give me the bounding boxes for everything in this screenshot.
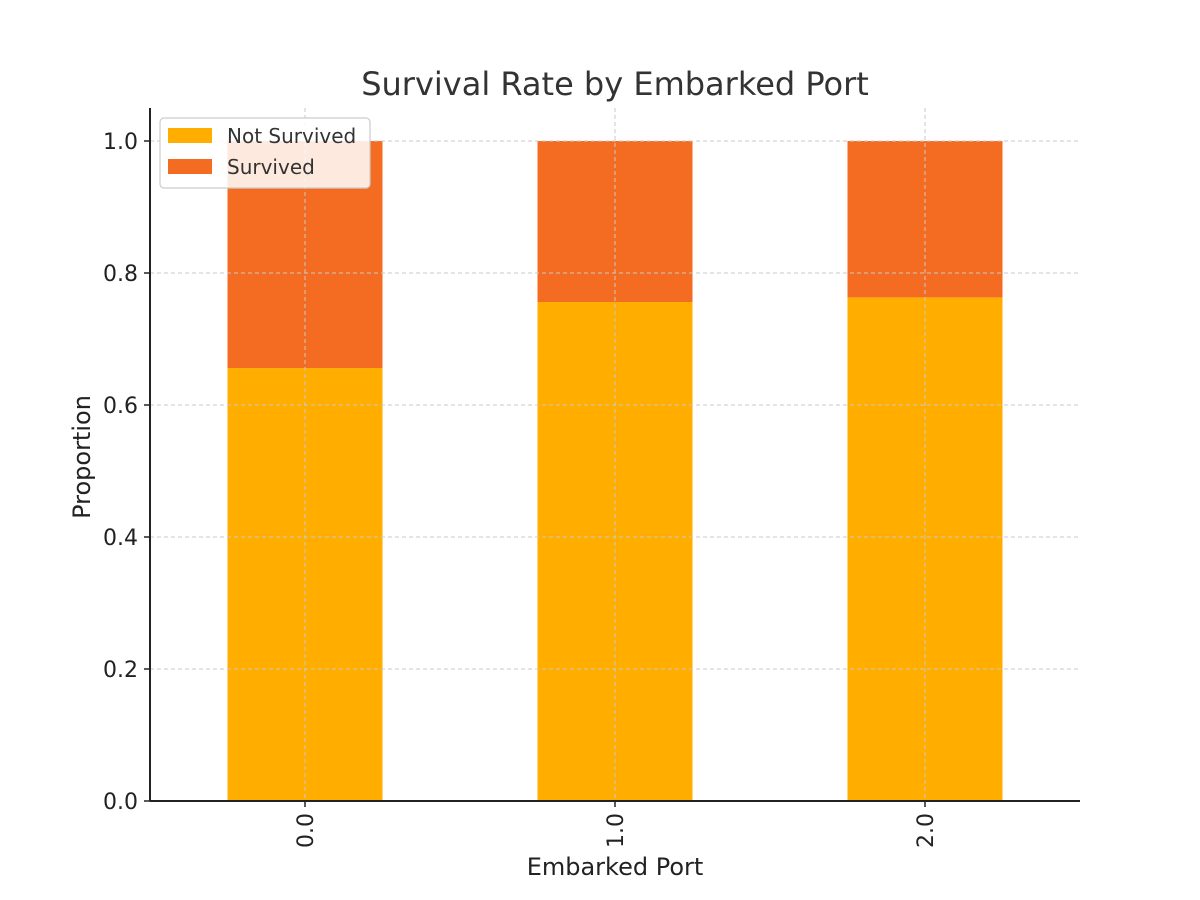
legend-swatch-not-survived xyxy=(168,128,212,143)
legend: Not Survived Survived xyxy=(159,117,371,189)
bars xyxy=(227,141,1003,801)
y-tick-label: 1.0 xyxy=(103,130,138,155)
legend-swatch-survived xyxy=(168,159,212,174)
x-tick-label: 2.0 xyxy=(914,813,939,848)
y-axis-label: Proportion xyxy=(68,395,96,519)
y-tick-label: 0.6 xyxy=(103,394,138,419)
x-axis-label: Embarked Port xyxy=(527,853,704,881)
y-tick-label: 0.2 xyxy=(103,658,138,683)
x-tick-label: 0.0 xyxy=(294,813,319,848)
legend-label-not-survived: Not Survived xyxy=(227,124,356,148)
x-ticks: 0.0 1.0 2.0 xyxy=(294,801,939,848)
legend-box xyxy=(159,117,371,189)
y-tick-label: 0.0 xyxy=(103,790,138,815)
chart-title: Survival Rate by Embarked Port xyxy=(361,65,869,103)
legend-label-survived: Survived xyxy=(227,155,315,179)
y-tick-label: 0.4 xyxy=(103,526,138,551)
y-ticks: 0.0 0.2 0.4 0.6 0.8 1.0 xyxy=(103,130,150,815)
x-tick-label: 1.0 xyxy=(604,813,629,848)
y-tick-label: 0.8 xyxy=(103,262,138,287)
